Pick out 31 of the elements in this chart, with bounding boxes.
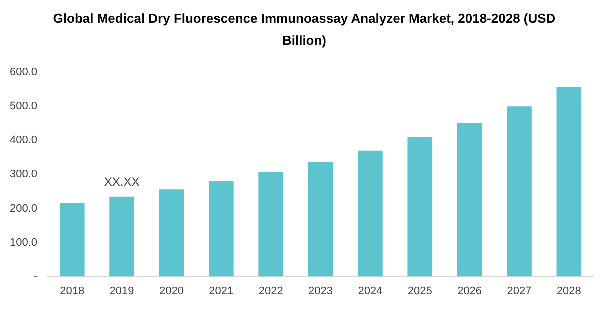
- y-tick-label: 300.0: [10, 168, 38, 181]
- y-tick-label: 200.0: [10, 202, 38, 215]
- x-tick-label: 2024: [358, 285, 383, 298]
- x-tick-label: 2019: [110, 285, 134, 298]
- x-tick-label: 2021: [209, 285, 234, 298]
- y-tick-label: 400.0: [10, 134, 38, 147]
- bar: [408, 137, 433, 277]
- bar: [358, 150, 383, 277]
- annotation: XX.XX: [104, 175, 140, 190]
- x-tick-label: 2023: [308, 285, 334, 298]
- x-tick-label: 2026: [458, 285, 482, 298]
- y-tick-label: 100.0: [10, 236, 38, 249]
- x-tick-label: 2018: [60, 285, 85, 298]
- x-tick-label: 2022: [258, 285, 284, 298]
- bar: [308, 162, 334, 277]
- chart-title: Global Medical Dry Fluorescence Immunoassay Analyzer Market, 2018-2028 (USD Billion): [52, 10, 557, 50]
- bar: [110, 196, 134, 277]
- bar: [507, 106, 532, 277]
- x-tick-label: 2020: [159, 285, 184, 298]
- y-tick-label: 500.0: [10, 100, 38, 113]
- bar: [556, 87, 582, 277]
- bar: [208, 182, 234, 277]
- x-tick-label: 2025: [408, 285, 432, 298]
- bar: [159, 190, 184, 277]
- x-tick-label: 2027: [507, 285, 532, 298]
- x-tick-label: 2028: [556, 285, 582, 298]
- bar: [457, 122, 482, 277]
- bar: [60, 202, 85, 277]
- bar: [258, 172, 284, 277]
- y-tick-label: 600.0: [10, 66, 38, 79]
- y-tick-label: -: [34, 270, 38, 283]
